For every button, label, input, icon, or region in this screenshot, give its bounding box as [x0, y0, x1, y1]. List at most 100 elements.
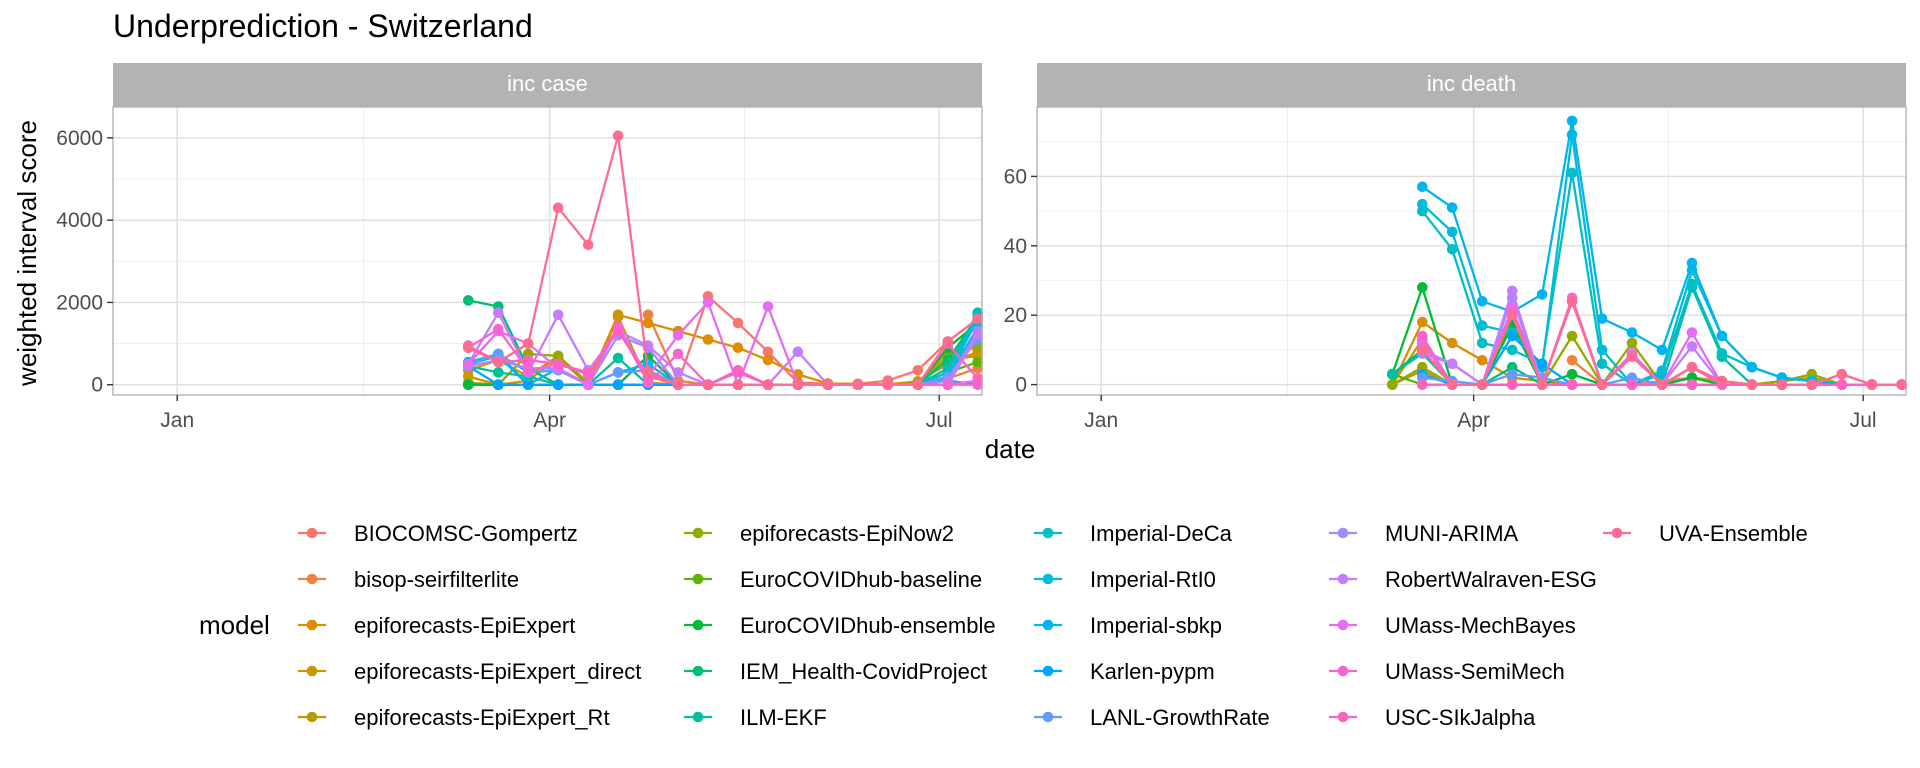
y-tick-label: 4000: [56, 209, 103, 232]
data-point: [1387, 379, 1398, 390]
legend-key-point: [1337, 665, 1349, 677]
legend-label: ILM-EKF: [740, 705, 827, 730]
data-point: [1446, 337, 1458, 349]
data-point: [552, 358, 564, 370]
x-tick-label: Jul: [1850, 409, 1877, 432]
legend-label: UMass-MechBayes: [1385, 613, 1576, 638]
data-point: [1806, 379, 1818, 390]
data-point: [552, 309, 564, 321]
data-point: [762, 354, 774, 366]
legend-key-point: [1337, 711, 1349, 723]
legend-item-biocomsc-gompertz: BIOCOMSC-Gompertz: [298, 521, 578, 546]
legend-item-muni-arima: MUNI-ARIMA: [1329, 521, 1519, 546]
data-point: [672, 330, 684, 341]
data-point: [942, 379, 954, 391]
data-point: [1446, 202, 1458, 213]
data-point: [552, 379, 564, 391]
data-point: [822, 379, 834, 391]
data-point: [1476, 355, 1488, 366]
legend-item-epiforecasts-epiexpert-direct: epiforecasts-EpiExpert_direct: [298, 659, 641, 684]
data-point: [1626, 327, 1638, 338]
data-point: [1476, 320, 1488, 331]
data-point: [493, 307, 504, 319]
panel-border: [1036, 106, 1907, 396]
facet-strip-label: inc death: [1427, 71, 1516, 96]
data-point: [612, 325, 624, 337]
legend-title: model: [199, 610, 270, 640]
data-point: [1476, 337, 1488, 349]
y-tick-label: 60: [1004, 165, 1027, 188]
data-point: [612, 352, 624, 364]
legend-key-point: [1042, 665, 1054, 677]
facet-strip: [113, 63, 982, 107]
legend-item-imperial-rti0: Imperial-RtI0: [1034, 567, 1216, 592]
y-tick-label: 0: [91, 374, 103, 397]
data-point: [493, 379, 504, 391]
data-point: [612, 130, 624, 142]
series-line: [647, 295, 979, 386]
data-point: [1746, 361, 1758, 373]
legend-key-point: [1611, 527, 1623, 539]
legend-label: MUNI-ARIMA: [1385, 521, 1519, 546]
panel-inc-case: inc case Jan Apr Jul 0 2000 4000 6000: [56, 63, 983, 432]
x-tick-label: Apr: [1457, 409, 1490, 432]
data-point: [1656, 365, 1668, 377]
x-tick-label: Jan: [160, 409, 194, 432]
data-point: [672, 348, 684, 360]
facet-strip: [1037, 63, 1906, 107]
legend-key-point: [692, 665, 704, 677]
data-point: [1506, 344, 1518, 356]
legend-item-umass-mechbayes: UMass-MechBayes: [1329, 613, 1576, 638]
data-point: [1417, 316, 1428, 328]
data-point: [702, 379, 714, 391]
data-point: [493, 356, 504, 368]
legend-label: bisop-seirfilterlite: [354, 567, 519, 592]
data-point: [642, 367, 654, 378]
legend-item-epiforecasts-epiexpert: epiforecasts-EpiExpert: [298, 613, 575, 638]
data-point: [1626, 379, 1638, 390]
legend-key-point: [306, 573, 318, 585]
data-point: [1566, 379, 1578, 390]
chart-title: Underprediction - Switzerland: [113, 8, 533, 44]
panel-inc-death: inc death Jan Apr Jul 0 20 40 60: [1004, 63, 1907, 432]
data-point: [463, 342, 474, 354]
data-point: [1626, 351, 1638, 363]
data-point: [972, 356, 983, 368]
data-point: [1866, 379, 1878, 390]
data-point: [1686, 327, 1698, 338]
data-point: [1417, 344, 1428, 356]
y-tick-label: 6000: [56, 127, 103, 150]
x-tick-label: Apr: [533, 409, 566, 432]
data-point: [642, 317, 654, 329]
data-point: [732, 379, 744, 391]
y-tick-label: 2000: [56, 291, 103, 314]
legend-label: UMass-SemiMech: [1385, 659, 1565, 684]
data-point: [1716, 375, 1728, 387]
data-point: [612, 311, 624, 323]
data-point: [522, 365, 534, 376]
data-point: [1417, 198, 1428, 210]
legend-item-epiforecasts-epinow2: epiforecasts-EpiNow2: [684, 521, 954, 546]
data-point: [792, 346, 804, 358]
data-point: [1417, 379, 1428, 390]
legend: model BIOCOMSC-Gompertz bisop-seirfilterl…: [199, 521, 1808, 730]
data-point: [463, 358, 474, 370]
data-point: [1566, 296, 1578, 307]
data-point: [1566, 355, 1578, 366]
data-point: [1566, 115, 1578, 127]
data-point: [522, 354, 534, 366]
data-point: [732, 342, 744, 354]
legend-label: Imperial-RtI0: [1090, 567, 1216, 592]
data-point: [912, 379, 924, 391]
data-point: [1446, 244, 1458, 255]
data-point: [463, 295, 474, 306]
data-point: [1716, 348, 1728, 359]
legend-label: IEM_Health-CovidProject: [740, 659, 987, 684]
data-point: [1446, 226, 1458, 238]
data-point: [1387, 368, 1398, 380]
data-point: [1566, 330, 1578, 342]
data-point: [1536, 379, 1548, 390]
legend-item-eurocovidhub-ensemble: EuroCOVIDhub-ensemble: [684, 613, 996, 638]
legend-label: Imperial-DeCa: [1090, 521, 1233, 546]
